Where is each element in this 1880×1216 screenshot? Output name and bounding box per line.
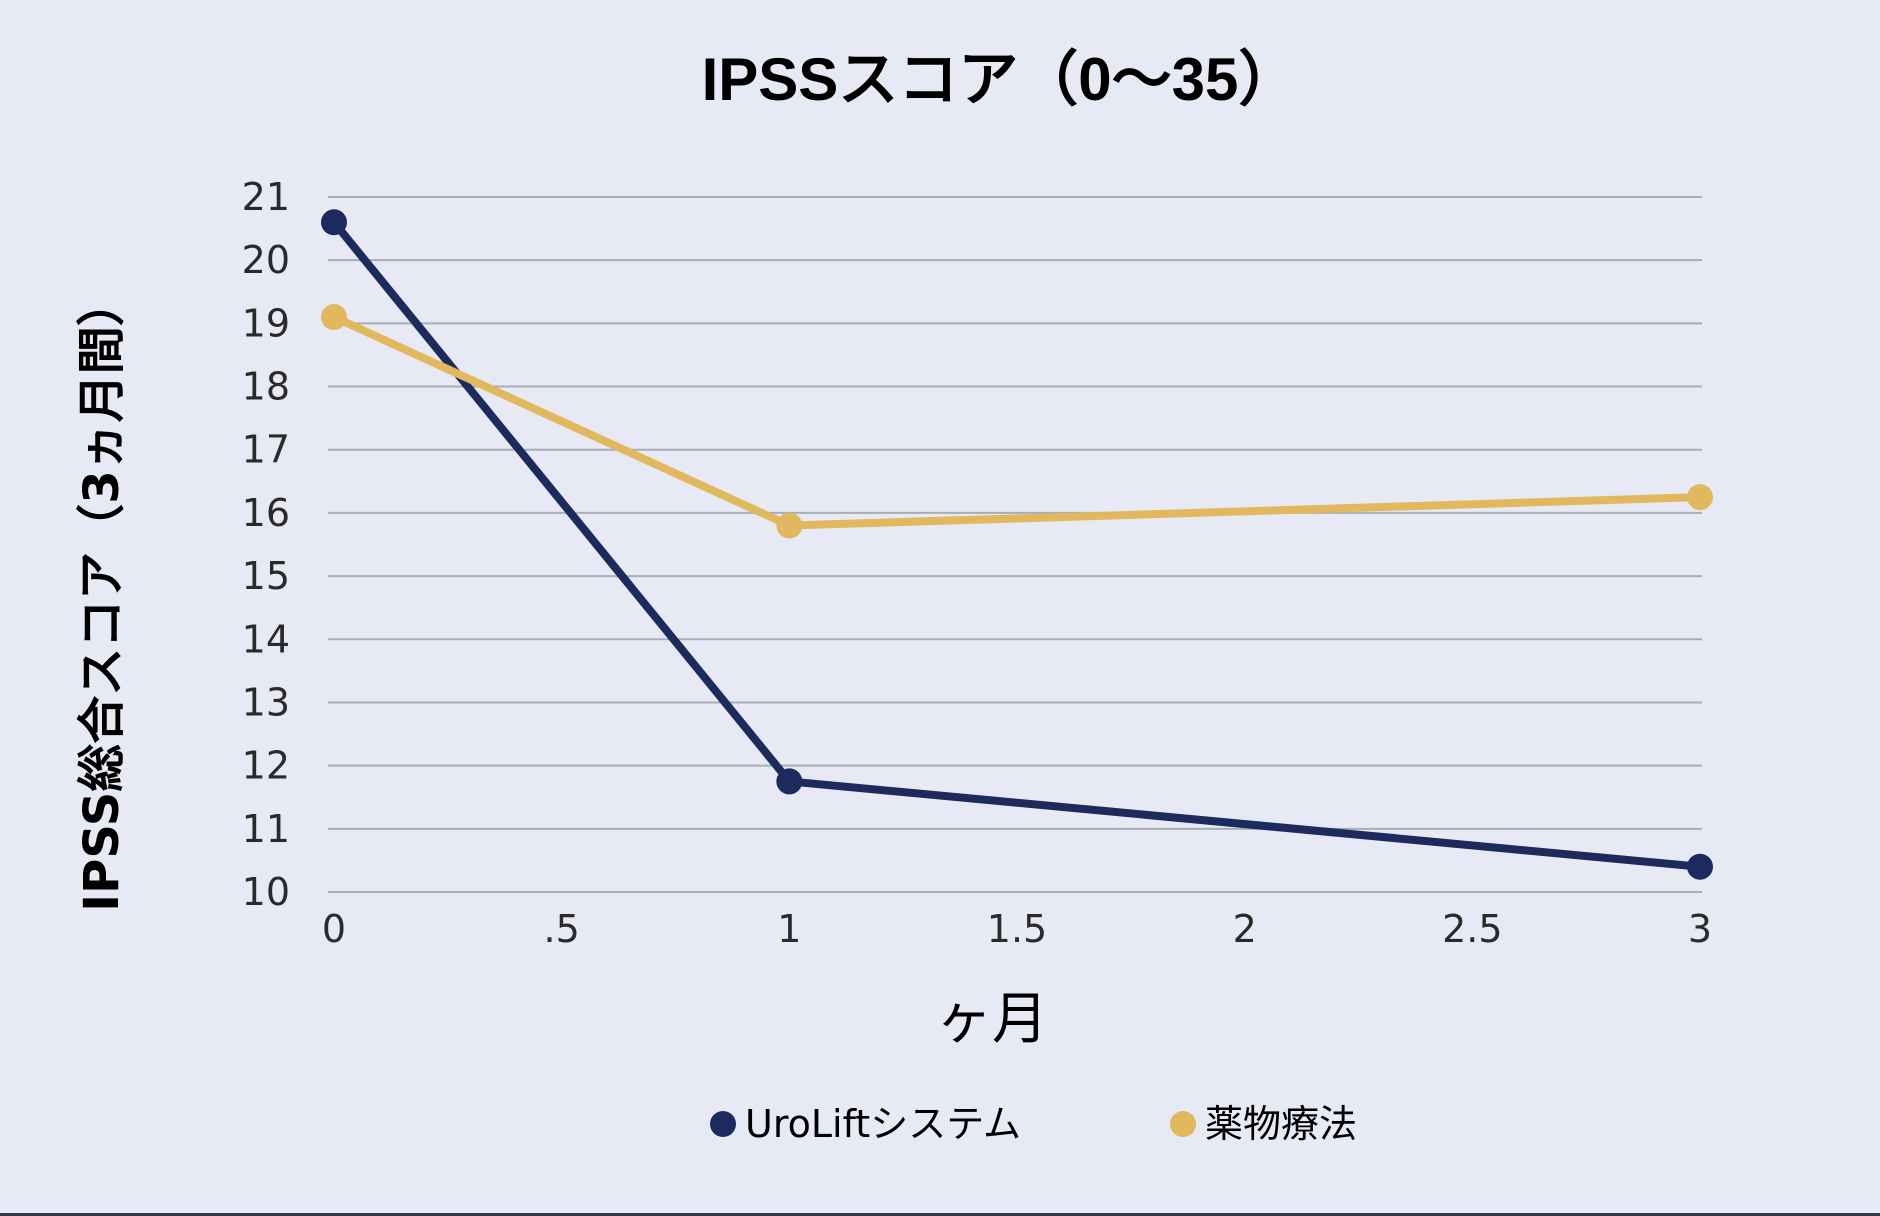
bottom-border — [0, 1213, 1880, 1216]
legend-marker — [1170, 1111, 1196, 1137]
data-point — [776, 768, 803, 795]
y-tick-label: 13 — [242, 680, 290, 724]
legend-label: UroLiftシステム — [745, 1102, 1021, 1146]
data-point — [321, 209, 347, 236]
data-point — [321, 304, 347, 331]
series-1 — [321, 209, 1713, 880]
x-tick-label: 2.5 — [1442, 907, 1502, 951]
x-tick-label: 2 — [1233, 907, 1257, 951]
y-tick-label: 10 — [242, 870, 290, 914]
y-tick-label: 19 — [242, 301, 290, 345]
x-tick-label: .5 — [544, 907, 580, 951]
chart-title: IPSSスコア（0〜35） — [702, 46, 1299, 113]
legend-item: UroLiftシステム — [710, 1102, 1021, 1146]
x-tick-label: 3 — [1688, 907, 1712, 951]
data-point — [1687, 853, 1713, 880]
legend-label: 薬物療法 — [1205, 1102, 1357, 1146]
y-tick-label: 21 — [242, 175, 290, 219]
y-axis-label: IPSS総合スコア（3ヵ月間） — [74, 278, 130, 911]
x-tick-label: 1.5 — [987, 907, 1047, 951]
x-tick-label: 1 — [777, 907, 801, 951]
x-axis-label: ヶ月 — [936, 987, 1048, 1052]
data-point — [1687, 484, 1713, 511]
y-tick-label: 16 — [242, 491, 290, 535]
legend-marker — [710, 1111, 736, 1137]
series-line — [330, 218, 1704, 871]
series-layer — [321, 209, 1713, 880]
y-tick-label: 14 — [242, 617, 290, 661]
legend-item: 薬物療法 — [1170, 1102, 1357, 1146]
grid-lines — [328, 196, 1702, 893]
legend: UroLiftシステム 薬物療法 — [710, 1102, 1357, 1146]
y-tick-label: 20 — [242, 238, 290, 282]
y-tick-label: 15 — [242, 554, 290, 598]
y-tick-labels: 10 11 12 13 14 15 16 17 18 19 20 21 — [242, 175, 290, 914]
y-tick-label: 17 — [242, 428, 290, 472]
x-tick-labels: 0 .5 1 1.5 2 2.5 3 — [322, 907, 1712, 951]
x-tick-label: 0 — [322, 907, 346, 951]
series-line — [330, 313, 1704, 530]
data-point — [776, 512, 803, 539]
y-tick-label: 11 — [242, 807, 290, 851]
y-tick-label: 18 — [242, 365, 290, 409]
series-2 — [321, 304, 1713, 539]
y-tick-label: 12 — [242, 744, 290, 788]
